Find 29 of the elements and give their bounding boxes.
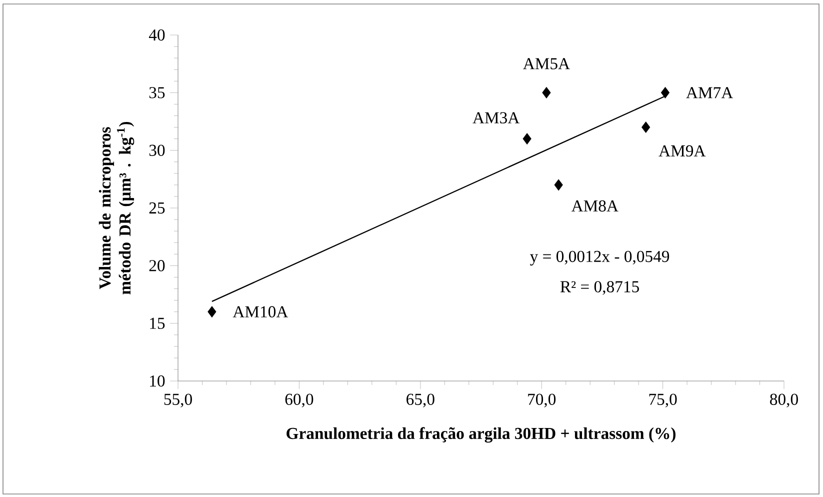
x-axis-title: Granulometria da fração argila 30HD + ultrassom (%) <box>286 427 676 443</box>
x-tick-label: 80,0 <box>770 394 798 408</box>
annotation: AM10A <box>232 306 288 318</box>
x-tick-label: 55,0 <box>164 394 192 408</box>
point <box>522 133 532 144</box>
y-tick-label: 35 <box>149 87 165 98</box>
point <box>642 122 650 133</box>
point <box>554 179 563 191</box>
x-tick-label: 70,0 <box>528 394 556 408</box>
annotation: R² = 0,8715 <box>560 281 639 295</box>
annotation: AM7A <box>686 87 734 98</box>
point <box>208 306 216 318</box>
y-tick-label: 40 <box>148 29 165 41</box>
point <box>660 87 670 98</box>
x-tick-label: 75,0 <box>649 394 677 408</box>
annotation: AM3A <box>472 112 520 124</box>
annotation: AM8A <box>571 200 618 212</box>
y-tick-label: 30 <box>149 144 165 156</box>
y-tick-label: 20 <box>149 260 165 272</box>
x-tick-label: 65,0 <box>406 394 434 408</box>
annotation: AM5A <box>523 58 570 70</box>
annotation: AM9A <box>658 145 706 157</box>
y-tick-label: 10 <box>150 375 165 387</box>
y-tick-label: 15 <box>150 318 165 329</box>
y-axis-title: Volume de microporos método DR (µm³ . kg$^{-1}$) <box>98 122 134 294</box>
x-tick-label: 60,0 <box>285 394 314 408</box>
point <box>542 87 551 98</box>
y-tick-label: 25 <box>149 202 165 214</box>
annotation: y = 0,0012x - 0,0549 <box>530 250 670 266</box>
